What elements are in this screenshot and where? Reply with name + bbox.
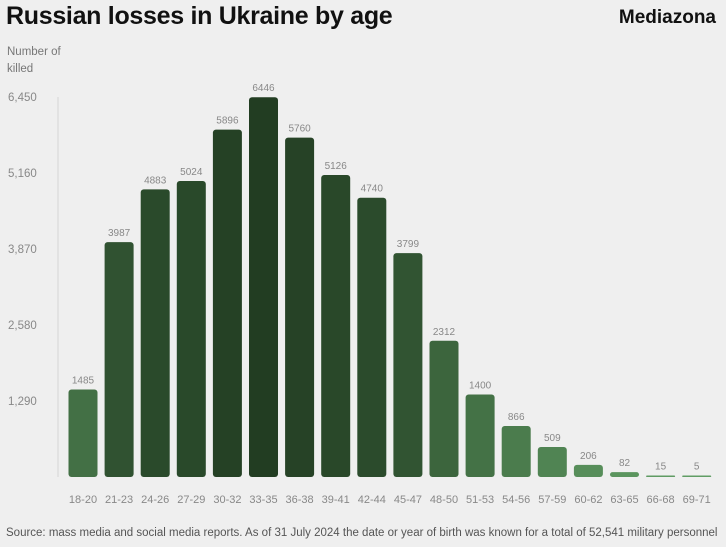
- data-label: 15: [655, 462, 667, 473]
- bar-60-62: [573, 464, 603, 477]
- x-tick-label: 39-41: [322, 494, 350, 506]
- data-label: 5024: [180, 167, 203, 178]
- bar-39-41: [321, 175, 351, 477]
- x-tick-label: 36-38: [286, 494, 314, 506]
- bar-24-26: [140, 189, 170, 477]
- bar-66-68: [646, 475, 676, 477]
- x-tick-label: 24-26: [141, 494, 169, 506]
- data-label: 2312: [433, 327, 456, 338]
- bar-30-32: [212, 129, 242, 477]
- brand-logo: Mediazona: [618, 7, 716, 28]
- x-tick-label: 60-62: [574, 494, 602, 506]
- x-tick-label: 51-53: [466, 494, 494, 506]
- x-tick-label: 21-23: [105, 494, 133, 506]
- bar-48-50: [429, 340, 459, 477]
- x-tick-label: 54-56: [502, 494, 530, 506]
- y-tick-label: 2,580: [8, 320, 37, 332]
- x-tick-label: 48-50: [430, 494, 458, 506]
- data-label: 509: [544, 433, 561, 444]
- bar-33-35: [249, 97, 278, 477]
- data-label: 4883: [144, 175, 167, 186]
- bar-45-47: [393, 253, 423, 477]
- data-label: 206: [580, 451, 597, 462]
- y-axis-label: Number of killed: [7, 46, 61, 75]
- y-tick-label: 6,450: [8, 92, 37, 104]
- x-tick-label: 27-29: [177, 494, 205, 506]
- bar-57-59: [537, 447, 567, 477]
- bar-63-65: [610, 472, 639, 477]
- x-tick-label: 42-44: [358, 494, 386, 506]
- data-label: 5: [694, 462, 700, 473]
- bar-21-23: [104, 242, 134, 477]
- bar-27-29: [176, 181, 206, 478]
- x-tick-label: 45-47: [394, 494, 422, 506]
- x-tick-label: 33-35: [249, 494, 277, 506]
- data-label: 866: [508, 412, 525, 423]
- source-note: Source: mass media and social media repo…: [6, 527, 718, 539]
- bar-54-56: [501, 425, 531, 477]
- bar-42-44: [357, 197, 387, 477]
- x-tick-label: 69-71: [683, 494, 711, 506]
- x-tick-label: 66-68: [647, 494, 675, 506]
- data-label: 4740: [361, 184, 384, 195]
- x-tick-label: 30-32: [213, 494, 241, 506]
- data-label: 1485: [72, 376, 95, 387]
- data-label: 3799: [397, 239, 420, 250]
- data-label: 1400: [469, 381, 492, 392]
- x-tick-label: 63-65: [610, 494, 638, 506]
- x-tick-label: 57-59: [538, 494, 566, 506]
- y-tick-label: 5,160: [8, 168, 37, 180]
- y-tick-label: 1,290: [8, 396, 37, 408]
- bar-51-53: [465, 394, 495, 477]
- data-label: 3987: [108, 228, 131, 239]
- data-label: 6446: [252, 83, 275, 94]
- chart-title: Russian losses in Ukraine by age: [6, 2, 393, 30]
- data-label: 5896: [216, 116, 239, 127]
- y-tick-label: 3,870: [8, 244, 37, 256]
- data-label: 82: [619, 458, 631, 469]
- bar-69-71: [682, 475, 712, 477]
- bar-36-38: [285, 137, 315, 477]
- bar-18-20: [68, 389, 98, 477]
- data-label: 5760: [288, 124, 311, 135]
- x-tick-label: 18-20: [69, 494, 97, 506]
- data-label: 5126: [325, 161, 348, 172]
